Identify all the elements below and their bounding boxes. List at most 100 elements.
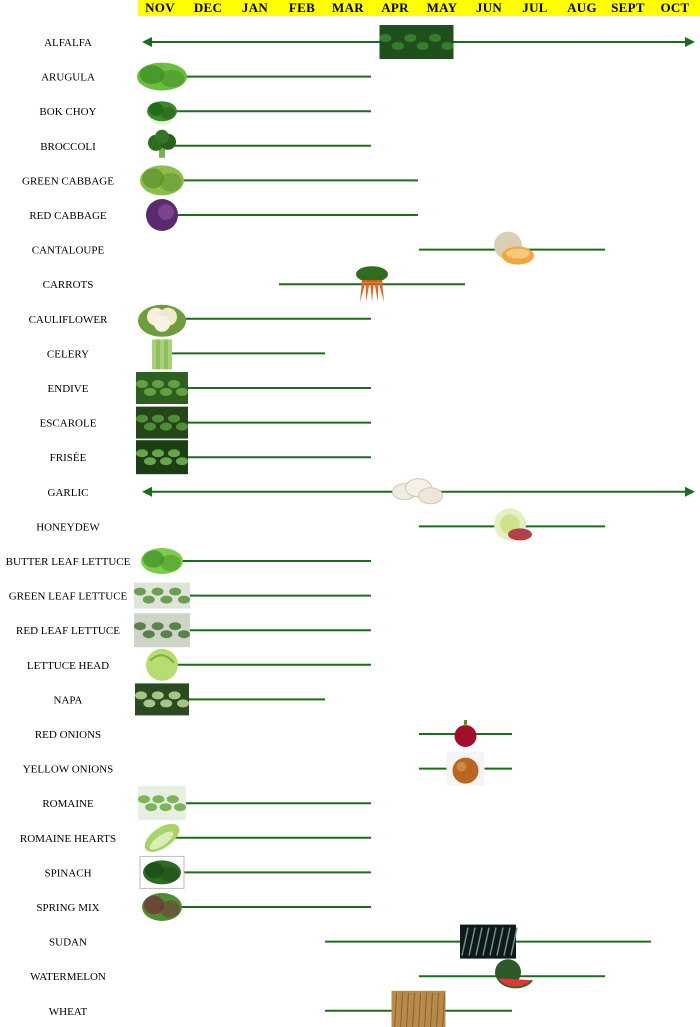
crop-label-butter-leaf-lettuce: BUTTER LEAF LETTUCE bbox=[6, 556, 131, 568]
crop-label-lettuce-head: LETTUCE HEAD bbox=[27, 660, 109, 672]
crop-label-garlic: GARLIC bbox=[48, 487, 89, 499]
crop-label-frisee: FRISÉE bbox=[50, 452, 87, 464]
crop-label-broccoli: BROCCOLI bbox=[40, 141, 96, 153]
cantaloupe-icon bbox=[494, 231, 534, 265]
carrots-icon bbox=[356, 266, 388, 303]
red-cabbage-icon bbox=[146, 199, 178, 231]
bok-choy-icon bbox=[147, 101, 177, 126]
month-label-mar: MAR bbox=[332, 0, 364, 15]
napa-icon bbox=[135, 683, 189, 716]
crop-label-spinach: SPINACH bbox=[44, 867, 91, 879]
crop-row-red-cabbage: RED CABBAGE bbox=[29, 199, 418, 231]
crop-row-endive: ENDIVE bbox=[48, 372, 371, 404]
crop-row-romaine: ROMAINE bbox=[42, 786, 371, 821]
crop-row-garlic: GARLIC bbox=[48, 478, 695, 505]
crop-row-red-onions: RED ONIONS bbox=[35, 720, 512, 747]
butter-leaf-lettuce-icon bbox=[141, 548, 183, 574]
honeydew-icon bbox=[494, 508, 532, 541]
crop-label-green-leaf-lettuce: GREEN LEAF LETTUCE bbox=[9, 591, 128, 603]
crop-label-cantaloupe: CANTALOUPE bbox=[32, 245, 105, 257]
crop-row-watermelon: WATERMELON bbox=[30, 959, 605, 989]
crop-rows: ALFALFA ARUGULA BOK CHOY BROCCOLI GREEN CABB… bbox=[6, 25, 695, 1027]
crop-row-cauliflower: CAULIFLOWER bbox=[29, 304, 371, 337]
month-label-dec: DEC bbox=[194, 0, 222, 15]
crop-row-green-cabbage: GREEN CABBAGE bbox=[22, 165, 418, 196]
crop-label-alfalfa: ALFALFA bbox=[44, 37, 92, 49]
crop-label-yellow-onions: YELLOW ONIONS bbox=[23, 764, 114, 776]
arugula-icon bbox=[137, 62, 187, 91]
crop-row-red-leaf-lettuce: RED LEAF LETTUCE bbox=[16, 613, 371, 648]
crop-label-cauliflower: CAULIFLOWER bbox=[29, 314, 108, 326]
crop-row-yellow-onions: YELLOW ONIONS bbox=[23, 751, 512, 786]
red-leaf-lettuce-icon bbox=[134, 613, 190, 648]
month-label-apr: APR bbox=[381, 0, 409, 15]
crop-label-arugula: ARUGULA bbox=[41, 72, 95, 84]
crop-label-watermelon: WATERMELON bbox=[30, 971, 106, 983]
month-label-nov: NOV bbox=[145, 0, 175, 15]
crop-row-spring-mix: SPRING MIX bbox=[36, 893, 371, 921]
red-onion-icon bbox=[454, 720, 477, 747]
watermelon-icon bbox=[495, 959, 533, 989]
spinach-icon bbox=[139, 855, 185, 889]
month-header-band bbox=[138, 0, 700, 16]
crop-row-frisee: FRISÉE bbox=[50, 440, 371, 475]
crop-row-broccoli: BROCCOLI bbox=[40, 129, 371, 158]
crop-row-alfalfa: ALFALFA bbox=[44, 25, 695, 59]
crop-label-red-onions: RED ONIONS bbox=[35, 729, 101, 741]
romaine-icon bbox=[138, 786, 186, 821]
romaine-hearts-icon bbox=[144, 823, 180, 852]
endive-icon bbox=[136, 372, 188, 404]
crop-row-green-leaf-lettuce: GREEN LEAF LETTUCE bbox=[9, 582, 371, 609]
sudan-grass-icon bbox=[460, 924, 518, 959]
crop-label-green-cabbage: GREEN CABBAGE bbox=[22, 175, 114, 187]
month-label-feb: FEB bbox=[289, 0, 315, 15]
crop-row-honeydew: HONEYDEW bbox=[36, 508, 605, 541]
crop-label-red-cabbage: RED CABBAGE bbox=[29, 210, 107, 222]
green-cabbage-icon bbox=[140, 165, 184, 196]
celery-icon bbox=[152, 339, 172, 370]
crop-row-lettuce-head: LETTUCE HEAD bbox=[27, 648, 371, 681]
month-label-jun: JUN bbox=[476, 0, 502, 15]
crop-row-celery: CELERY bbox=[47, 339, 325, 370]
alfalfa-icon bbox=[379, 25, 454, 59]
crop-row-spinach: SPINACH bbox=[44, 855, 371, 889]
month-label-jan: JAN bbox=[242, 0, 268, 15]
month-axis: NOV DEC JAN FEB MAR APR MAY JUN JUL AUG SEPT OCT bbox=[145, 0, 689, 15]
crop-label-napa: NAPA bbox=[54, 694, 83, 706]
crop-row-romaine-hearts: ROMAINE HEARTS bbox=[20, 823, 371, 852]
crop-label-romaine-hearts: ROMAINE HEARTS bbox=[20, 833, 116, 845]
wheat-icon bbox=[391, 990, 446, 1027]
month-label-may: MAY bbox=[427, 0, 458, 15]
broccoli-icon bbox=[148, 129, 176, 158]
month-label-oct: OCT bbox=[660, 0, 689, 15]
frisee-icon bbox=[136, 440, 188, 475]
crop-row-escarole: ESCAROLE bbox=[40, 406, 371, 439]
crop-label-bok-choy: BOK CHOY bbox=[39, 106, 96, 118]
garlic-icon bbox=[392, 478, 443, 505]
crop-row-bok-choy: BOK CHOY bbox=[39, 101, 371, 126]
month-label-jul: JUL bbox=[522, 0, 547, 15]
crop-row-cantaloupe: CANTALOUPE bbox=[32, 231, 605, 265]
crop-row-butter-leaf-lettuce: BUTTER LEAF LETTUCE bbox=[6, 548, 371, 574]
crop-label-wheat: WHEAT bbox=[49, 1006, 88, 1018]
crop-label-red-leaf-lettuce: RED LEAF LETTUCE bbox=[16, 625, 120, 637]
lettuce-head-icon bbox=[146, 648, 178, 681]
crop-label-carrots: CARROTS bbox=[43, 279, 94, 291]
green-leaf-lettuce-icon bbox=[134, 582, 190, 609]
crop-label-escarole: ESCAROLE bbox=[40, 418, 97, 430]
crop-row-wheat: WHEAT bbox=[49, 990, 512, 1027]
crop-label-celery: CELERY bbox=[47, 348, 89, 360]
crop-label-romaine: ROMAINE bbox=[42, 798, 94, 810]
escarole-icon bbox=[136, 406, 188, 439]
month-label-sept: SEPT bbox=[611, 0, 645, 15]
cauliflower-icon bbox=[138, 304, 186, 337]
month-label-aug: AUG bbox=[567, 0, 597, 15]
crop-label-endive: ENDIVE bbox=[48, 383, 89, 395]
crop-row-carrots: CARROTS bbox=[43, 266, 465, 303]
crop-label-spring-mix: SPRING MIX bbox=[36, 902, 99, 914]
crop-label-honeydew: HONEYDEW bbox=[36, 521, 100, 533]
crop-label-sudan: SUDAN bbox=[49, 937, 87, 949]
yellow-onion-icon bbox=[446, 751, 485, 786]
spring-mix-icon bbox=[142, 893, 182, 921]
